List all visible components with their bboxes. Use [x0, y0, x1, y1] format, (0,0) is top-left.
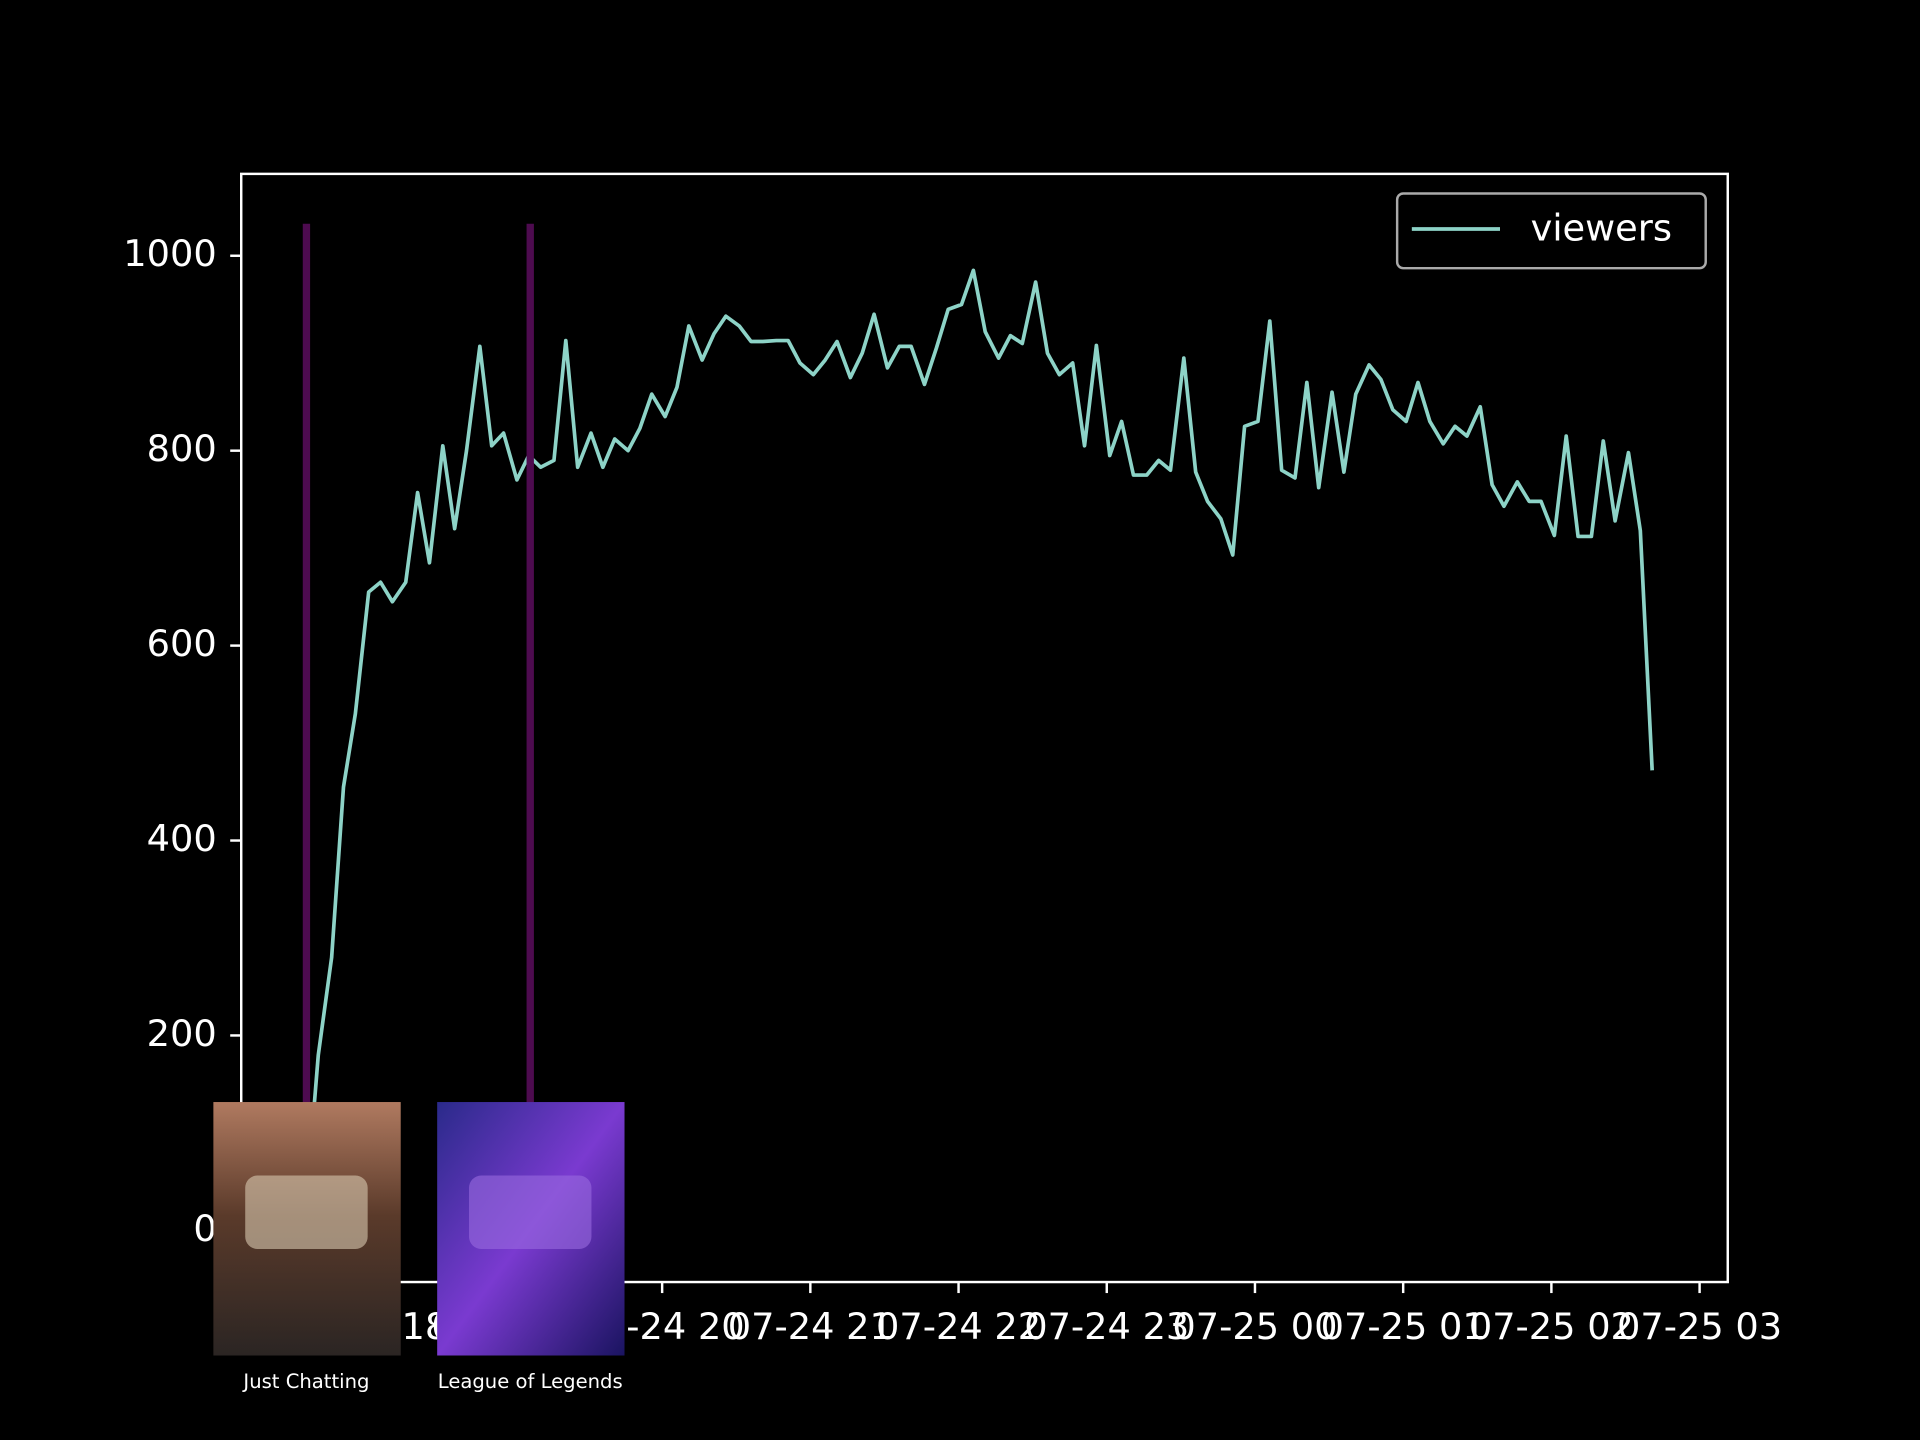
x-tick-label: 07-25 01 — [1321, 1305, 1486, 1348]
x-tick-label: 07-24 23 — [1024, 1305, 1189, 1348]
x-tick-label: 07-24 21 — [728, 1305, 893, 1348]
legend: viewers — [1395, 192, 1707, 270]
y-tick-label: 800 — [147, 427, 217, 470]
data-line — [304, 268, 1655, 1202]
y-tick-label: 400 — [147, 817, 217, 860]
game-caption: League of Legends — [438, 1370, 623, 1393]
y-tick-label: 0 — [193, 1207, 216, 1250]
y-tick-label: 1000 — [123, 232, 216, 275]
game-thumbnail-detail — [245, 1175, 368, 1249]
x-tick-label: 07-25 02 — [1469, 1305, 1634, 1348]
y-tick-label: 200 — [147, 1012, 217, 1055]
legend-label: viewers — [1531, 207, 1672, 250]
x-tick-label: 07-24 22 — [876, 1305, 1041, 1348]
x-tick-label: 07-25 03 — [1617, 1305, 1782, 1348]
game-thumbnail-detail — [469, 1175, 592, 1249]
game-thumbnails: Just Chatting League of Legends — [213, 1102, 625, 1393]
x-tick-label: 07-25 00 — [1172, 1305, 1337, 1348]
axes-frame — [240, 172, 1729, 1284]
game-caption: Just Chatting — [241, 1370, 369, 1393]
y-tick-label: 600 — [147, 622, 217, 665]
legend-frame — [1395, 192, 1707, 270]
